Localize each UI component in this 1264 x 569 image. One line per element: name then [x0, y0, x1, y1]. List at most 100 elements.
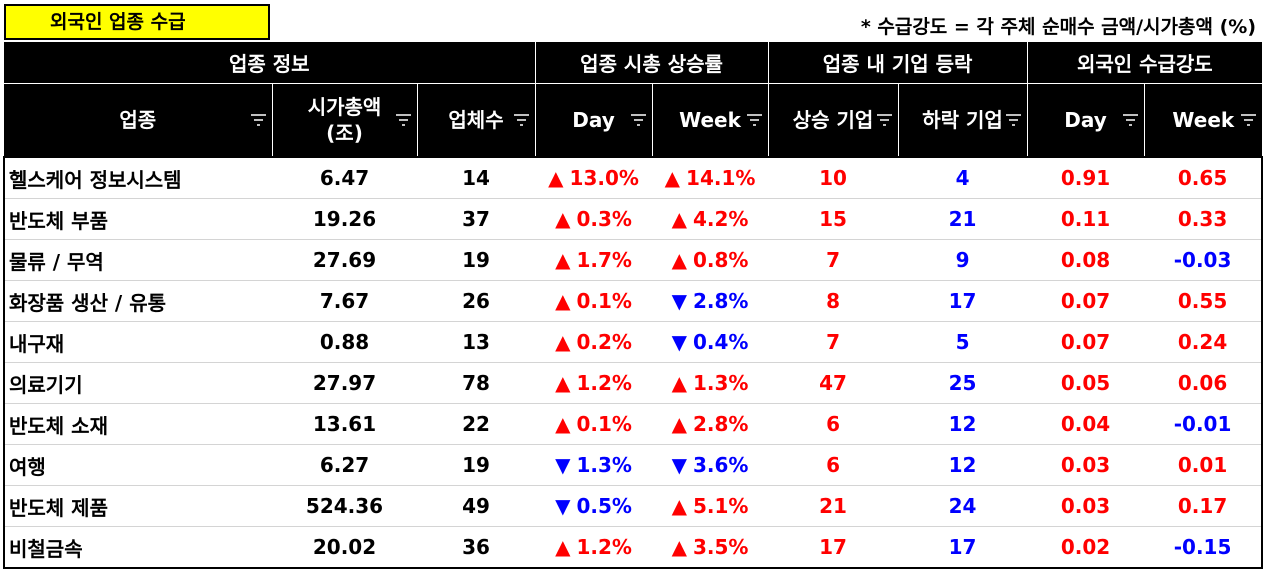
cap-week-cell: ▲ 0.8% [652, 239, 769, 281]
col-header-label: Day [1064, 108, 1107, 132]
sector-cell: 내구재 [4, 321, 272, 363]
cap-week-value: 5.1% [693, 494, 749, 518]
table-row: 반도체 부품 19.26 37 ▲ 0.3% ▲ 4.2% 15 21 0.11 0… [4, 198, 1263, 240]
market-cap-cell: 524.36 [272, 485, 417, 527]
cap-day-cell: ▲ 0.1% [535, 403, 653, 445]
count-cell: 22 [417, 403, 536, 445]
table-row: 화장품 생산 / 유통 7.67 26 ▲ 0.1% ▼ 2.8% 8 17 0.0… [4, 280, 1263, 322]
int-day-cell: 0.02 [1027, 526, 1145, 568]
change-arrow-icon: ▲ [671, 248, 687, 272]
up-count-cell: 8 [768, 280, 899, 322]
change-arrow-icon: ▼ [555, 494, 571, 518]
change-arrow-icon: ▼ [555, 453, 571, 477]
col-header-cap-week[interactable]: Week [651, 83, 769, 157]
col-header-int-day[interactable]: Day [1026, 83, 1145, 157]
int-day-cell: 0.08 [1027, 239, 1145, 281]
sector-cell: 물류 / 무역 [4, 239, 272, 281]
filter-icon[interactable] [1122, 114, 1138, 126]
filter-icon[interactable] [1241, 114, 1257, 126]
int-day-cell: 0.03 [1027, 485, 1145, 527]
cap-day-cell: ▲ 13.0% [535, 157, 652, 199]
col-header-sector[interactable]: 업종 [4, 83, 272, 157]
cap-week-value: 0.4% [693, 330, 749, 354]
table-row: 반도체 제품 524.36 49 ▼ 0.5% ▲ 5.1% 21 24 0.03 … [4, 485, 1263, 527]
int-week-cell: 0.17 [1144, 485, 1263, 527]
cap-day-value: 1.3% [576, 453, 632, 477]
change-arrow-icon: ▲ [548, 166, 564, 190]
int-week-cell: 0.33 [1144, 198, 1263, 240]
col-header-label: 업종 [119, 108, 157, 132]
group-header-cap-change: 업종 시총 상승률 [534, 42, 769, 84]
col-header-cap-day[interactable]: Day [534, 83, 653, 157]
cap-day-value: 0.3% [576, 207, 632, 231]
int-week-cell: 0.65 [1177, 166, 1228, 190]
cap-week-value: 3.5% [693, 535, 749, 559]
count-cell: 19 [417, 444, 536, 486]
col-header-down[interactable]: 하락 기업 [897, 83, 1028, 157]
down-count-cell: 17 [898, 526, 1028, 568]
up-count-cell: 6 [768, 403, 899, 445]
sector-cell: 여행 [4, 444, 272, 486]
cap-week-value: 1.3% [693, 371, 749, 395]
count-cell: 49 [417, 485, 536, 527]
cap-week-value: 2.8% [693, 412, 749, 436]
filter-icon[interactable] [395, 114, 411, 126]
sheet-title: 외국인 업종 수급 [4, 4, 270, 40]
int-day-cell: 0.04 [1027, 403, 1145, 445]
int-week-cell: 0.06 [1144, 362, 1263, 404]
cap-week-cell: ▼ 3.6% [652, 444, 769, 486]
market-cap-cell: 27.69 [272, 239, 417, 281]
cap-day-cell: ▲ 1.2% [535, 362, 653, 404]
cap-week-cell: ▲ 5.1% [652, 485, 769, 527]
change-arrow-icon: ▲ [664, 166, 681, 190]
up-count-cell: 6 [768, 444, 899, 486]
change-arrow-icon: ▲ [555, 371, 571, 395]
filter-icon[interactable] [630, 114, 646, 126]
cap-week-cell: ▼ 2.8% [652, 280, 769, 322]
table-row: 여행 6.27 19 ▼ 1.3% ▼ 3.6% 6 12 0.03 0.01 [4, 444, 1263, 486]
cap-day-cell: ▼ 0.5% [535, 485, 653, 527]
cap-week-value: 3.6% [693, 453, 749, 477]
down-count-cell: 24 [898, 485, 1028, 527]
int-day-cell: 0.07 [1027, 280, 1145, 322]
market-cap-cell: 0.88 [272, 321, 417, 363]
foreign-sector-table: 업종 정보 업종 시총 상승률 업종 내 기업 등락 외국인 수급강도 업종 시… [3, 42, 1263, 569]
cap-week-cell: ▼ 0.4% [652, 321, 769, 363]
table-row: 의료기기 27.97 78 ▲ 1.2% ▲ 1.3% 47 25 0.05 0.0… [4, 362, 1263, 404]
up-count-cell: 21 [768, 485, 899, 527]
cap-week-cell: ▲ 3.5% [652, 526, 769, 568]
down-count-cell: 25 [898, 362, 1028, 404]
int-day-cell: 0.91 [1060, 166, 1111, 190]
sector-cell: 헬스케어 정보시스템 [9, 167, 182, 192]
sector-cell: 비철금속 [4, 526, 272, 568]
col-header-label: 하락 기업 [922, 108, 1003, 132]
int-day-cell: 0.07 [1027, 321, 1145, 363]
cap-week-cell: ▲ 14.1% [652, 157, 768, 199]
col-header-label: Day [572, 108, 615, 132]
filter-icon[interactable] [1005, 114, 1021, 126]
filter-icon[interactable] [746, 114, 762, 126]
filter-icon[interactable] [876, 114, 892, 126]
market-cap-cell: 6.27 [272, 444, 417, 486]
col-header-count[interactable]: 업체수 [416, 83, 536, 157]
change-arrow-icon: ▲ [555, 330, 571, 354]
filter-icon[interactable] [513, 114, 529, 126]
group-header-company-updown: 업종 내 기업 등락 [767, 42, 1028, 84]
col-header-int-week[interactable]: Week [1143, 83, 1263, 157]
change-arrow-icon: ▲ [555, 412, 571, 436]
table-row: 물류 / 무역 27.69 19 ▲ 1.7% ▲ 0.8% 7 9 0.08 -0… [4, 239, 1263, 281]
table-row: 내구재 0.88 13 ▲ 0.2% ▼ 0.4% 7 5 0.07 0.24 [4, 321, 1263, 363]
col-header-market-cap[interactable]: 시가총액 (조) [271, 83, 417, 157]
sector-cell: 반도체 제품 [4, 485, 272, 527]
down-count-cell: 12 [898, 403, 1028, 445]
int-day-cell: 0.05 [1027, 362, 1145, 404]
down-count-cell: 17 [898, 280, 1028, 322]
count-cell: 26 [417, 280, 536, 322]
cap-day-cell: ▲ 1.2% [535, 526, 653, 568]
col-header-up[interactable]: 상승 기업 [767, 83, 899, 157]
change-arrow-icon: ▲ [555, 535, 571, 559]
filter-icon[interactable] [250, 114, 266, 126]
group-header-info: 업종 정보 [4, 42, 536, 84]
up-count-cell: 7 [768, 321, 899, 363]
change-arrow-icon: ▲ [555, 248, 571, 272]
